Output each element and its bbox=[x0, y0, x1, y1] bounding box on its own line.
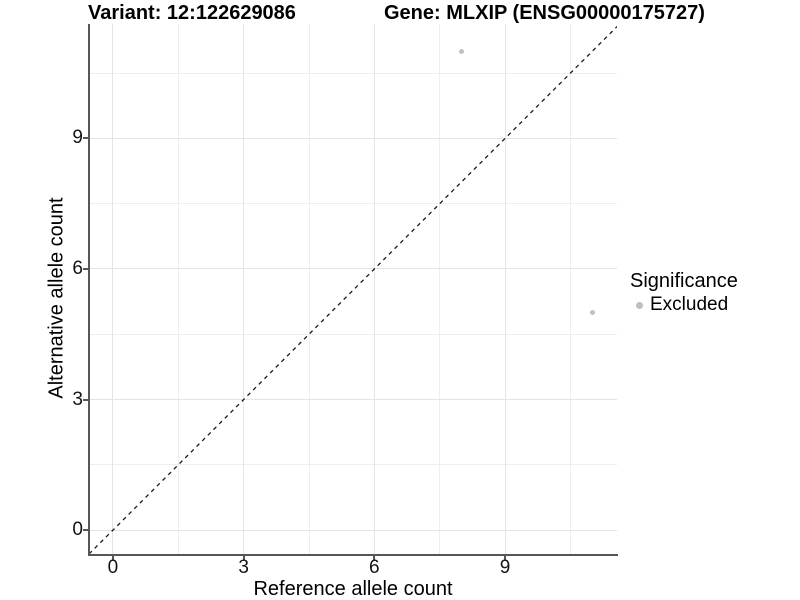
gridline-x-minor bbox=[439, 24, 441, 554]
gridline-y-minor bbox=[89, 72, 617, 74]
x-axis-title: Reference allele count bbox=[253, 578, 453, 600]
x-axis-line bbox=[87, 553, 618, 556]
plot-title-gene: Gene: MLXIP (ENSG00000175727) bbox=[384, 2, 705, 24]
y-tick-mark bbox=[83, 529, 88, 532]
gridline-x-minor bbox=[569, 24, 571, 554]
x-tick-label: 0 bbox=[107, 557, 119, 578]
y-axis-title: Alternative allele count bbox=[45, 197, 68, 399]
x-tick-mark bbox=[111, 555, 114, 560]
gridline-x-major bbox=[504, 24, 506, 554]
gridline-x-major bbox=[243, 24, 245, 554]
x-tick-label: 9 bbox=[499, 557, 511, 578]
gridline-x-minor bbox=[308, 24, 310, 554]
gridline-y-major bbox=[89, 529, 617, 531]
x-tick-label: 6 bbox=[369, 557, 380, 578]
gridline-y-major bbox=[89, 268, 617, 270]
gridline-y-minor bbox=[89, 333, 617, 335]
y-tick-mark bbox=[83, 267, 88, 270]
legend: Significance Excluded bbox=[630, 271, 738, 315]
gridline-x-minor bbox=[177, 24, 179, 554]
legend-item: Excluded bbox=[630, 295, 738, 315]
y-tick-label: 9 bbox=[72, 127, 83, 149]
y-tick-label: 6 bbox=[72, 257, 83, 279]
plot-panel bbox=[89, 24, 617, 554]
y-tick-mark bbox=[83, 137, 88, 140]
gridline-y-major bbox=[89, 137, 617, 139]
legend-item-label: Excluded bbox=[650, 294, 729, 315]
identity-line bbox=[89, 25, 617, 554]
legend-swatch-dot-icon bbox=[636, 301, 643, 309]
gridline-x-major bbox=[112, 24, 114, 554]
data-point bbox=[589, 309, 595, 315]
plot-title-variant: Variant: 12:122629086 bbox=[88, 2, 296, 24]
legend-title: Significance bbox=[630, 270, 738, 292]
y-tick-mark bbox=[83, 398, 88, 401]
x-tick-mark bbox=[242, 555, 245, 560]
y-tick-label: 0 bbox=[72, 519, 83, 541]
legend-items: Excluded bbox=[630, 295, 738, 315]
gridline-y-major bbox=[89, 399, 617, 401]
y-tick-label: 3 bbox=[72, 388, 83, 410]
x-tick-mark bbox=[504, 555, 507, 560]
y-axis-line bbox=[87, 24, 90, 555]
x-tick-label: 3 bbox=[238, 557, 249, 578]
gridline-y-minor bbox=[89, 464, 617, 466]
gridline-x-major bbox=[373, 24, 375, 554]
data-point bbox=[458, 48, 464, 54]
gridline-y-minor bbox=[89, 203, 617, 205]
x-tick-mark bbox=[373, 555, 376, 560]
